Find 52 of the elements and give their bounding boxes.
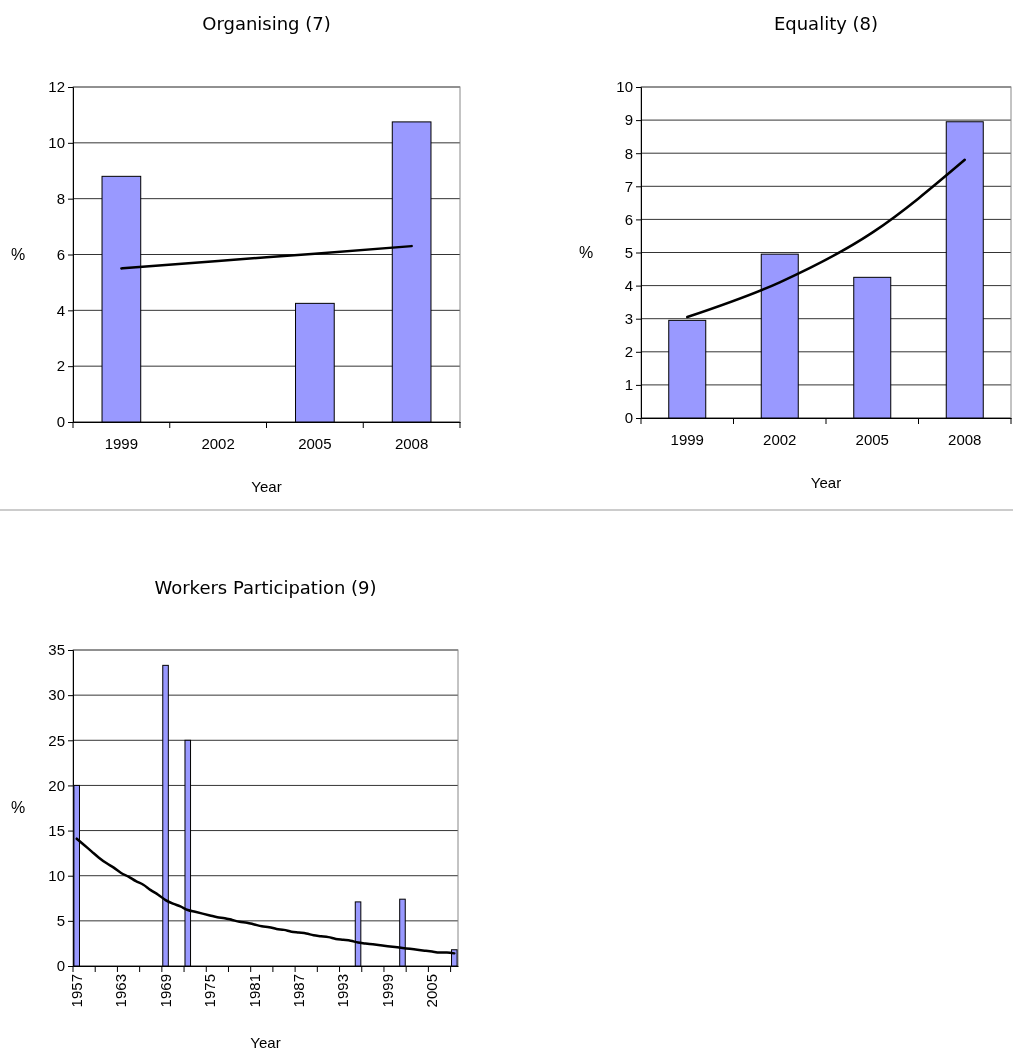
y-tick-label: 0 [56, 957, 65, 975]
y-tick-label: 5 [624, 243, 633, 261]
y-axis-title: % [578, 243, 594, 261]
y-axis-title: % [10, 245, 26, 263]
y-tick-label: 0 [624, 409, 633, 427]
y-tick-label: 8 [56, 189, 65, 207]
x-axis-title: Year [810, 474, 842, 491]
y-tick-label: 2 [56, 357, 65, 375]
chart-title: Equality (8) [773, 13, 879, 34]
y-tick-label: 10 [48, 867, 65, 885]
y-tick-label: 30 [48, 686, 65, 704]
x-tick-label: 2002 [763, 431, 797, 448]
y-tick-label: 4 [56, 301, 65, 319]
x-axis-title: Year [251, 478, 282, 495]
y-tick-label: 12 [48, 78, 65, 96]
x-tick-label: 2002 [201, 435, 235, 452]
y-tick-label: 5 [56, 912, 65, 930]
y-tick-label: 3 [624, 310, 633, 327]
x-tick-label: 2005 [855, 431, 889, 448]
x-tick-label: 1975 [201, 974, 219, 1008]
chart-title: Organising (7) [202, 13, 331, 34]
x-tick-label: 1999 [670, 431, 704, 448]
x-tick-label: 1957 [67, 974, 85, 1008]
y-tick-label: 8 [624, 144, 633, 162]
x-tick-label: 2008 [948, 431, 982, 448]
y-tick-label: 1 [624, 376, 633, 394]
x-tick-label: 1963 [112, 974, 130, 1008]
y-tick-label: 25 [48, 731, 65, 749]
x-tick-label: 1987 [290, 974, 308, 1008]
x-tick-label: 1999 [104, 435, 139, 452]
y-tick-label: 10 [48, 134, 65, 152]
y-tick-label: 9 [624, 111, 633, 129]
y-tick-label: 15 [48, 821, 65, 839]
x-tick-label: 1981 [245, 974, 263, 1008]
y-tick-label: 2 [624, 343, 633, 361]
y-tick-label: 6 [56, 245, 65, 263]
y-axis-title: % [10, 799, 26, 816]
x-tick-label: 2005 [423, 974, 441, 1008]
x-tick-label: 2008 [394, 435, 429, 452]
y-tick-label: 0 [56, 413, 65, 431]
x-tick-label: 1993 [334, 974, 352, 1008]
y-tick-label: 10 [616, 78, 633, 96]
y-tick-label: 20 [48, 776, 65, 794]
y-tick-label: 7 [624, 177, 633, 195]
x-tick-label: 2005 [298, 435, 332, 452]
chart-title: Workers Participation (9) [154, 577, 377, 598]
x-axis-title: Year [250, 1034, 281, 1051]
y-tick-label: 4 [624, 276, 633, 294]
y-tick-label: 6 [624, 210, 633, 228]
x-tick-label: 1969 [156, 974, 174, 1008]
x-tick-label: 1999 [378, 974, 396, 1008]
y-tick-label: 35 [48, 641, 65, 659]
